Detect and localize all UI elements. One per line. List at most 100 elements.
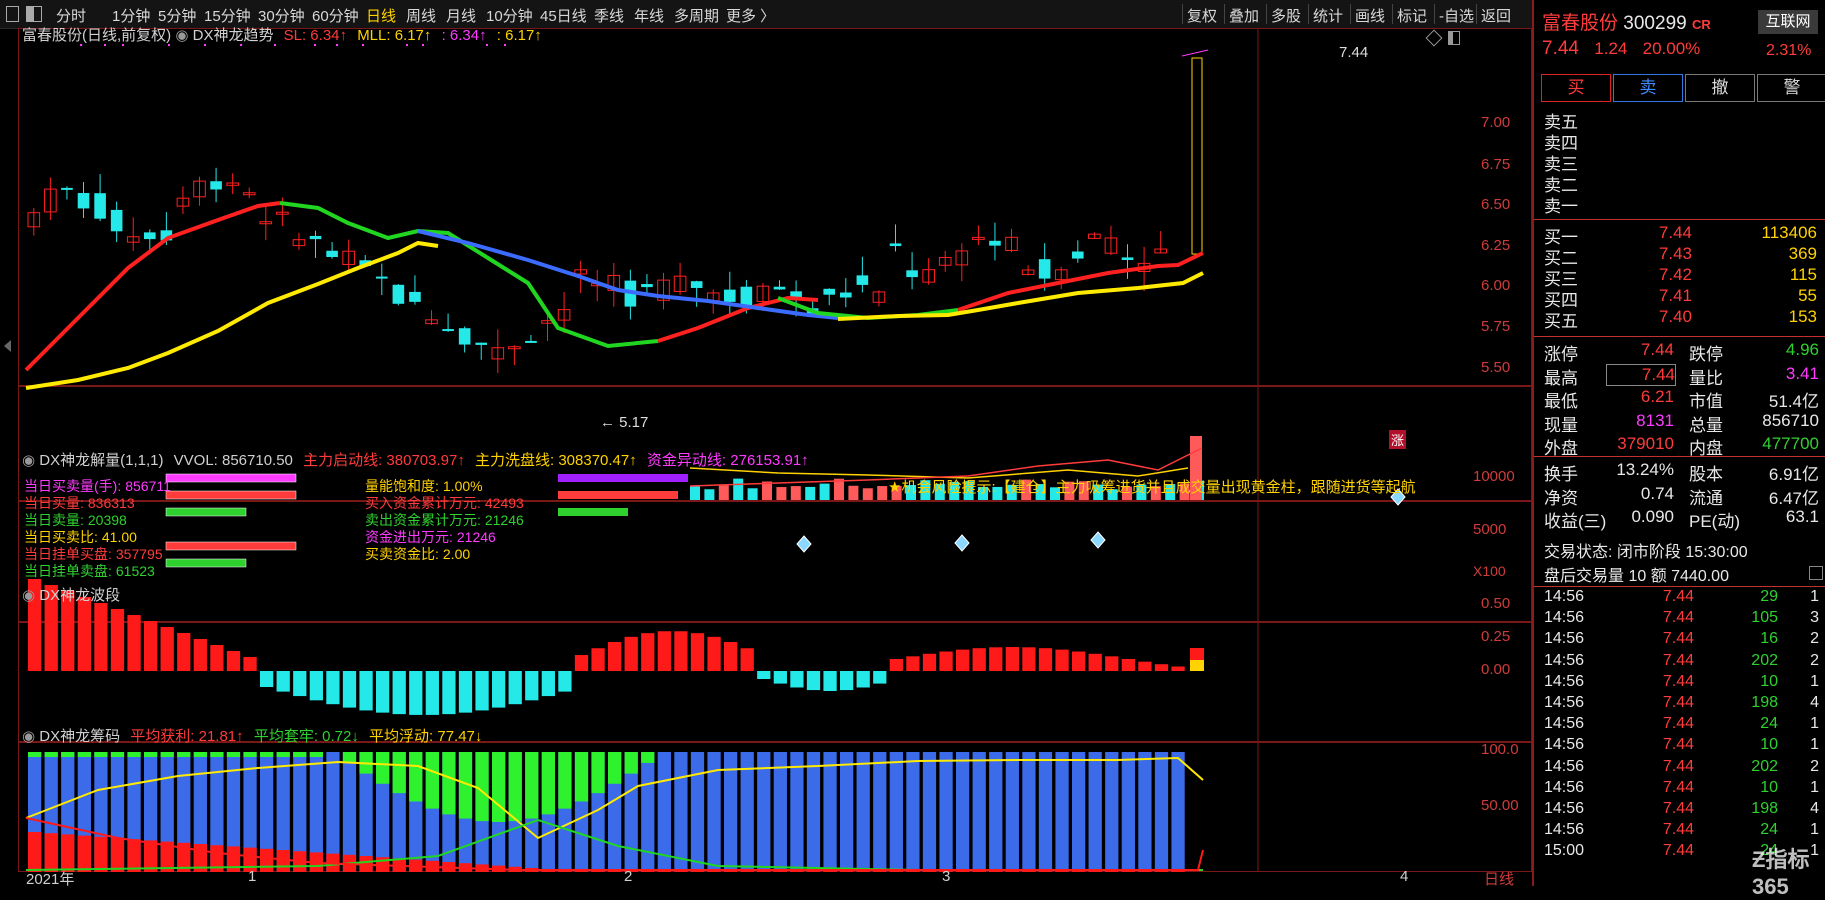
period-tab[interactable]: 5分钟 [158,8,197,25]
volume-bar [1150,486,1161,500]
bid-level-row: 买三 7.42 115 [1534,265,1825,289]
alert-button[interactable]: 警 [1757,74,1825,102]
candle-body-down [1038,259,1051,279]
period-tab[interactable]: 30分钟 [258,8,305,25]
tick-time: 14:56 [1544,821,1585,839]
indicator-dropdown-icon[interactable]: ◉ [22,452,40,469]
toolbar-button[interactable]: 统计 [1313,8,1344,25]
period-tab[interactable]: 多周期 [674,8,720,25]
bid-volume: 55 [1798,286,1817,305]
period-tab[interactable]: 15分钟 [204,8,251,25]
fundamental-value: 63.1 [1785,507,1819,526]
tick-price: 7.44 [1662,715,1694,733]
period-tab[interactable]: 日线 [366,8,397,25]
sell-button[interactable]: 卖 [1613,74,1683,102]
fund-stat-value: 42493 [484,495,524,511]
quote-stat-label: 量比 [1689,368,1723,388]
candle-body-up [259,221,273,225]
tick-volume: 16 [1760,630,1778,648]
quote-stat-value: 51.4亿 [1768,392,1819,411]
stat-bar [558,474,688,482]
period-tab[interactable]: 更多 〉 [726,8,776,25]
toolbar-button[interactable]: 叠加 [1229,8,1260,25]
quote-stat-label: 最高 [1544,368,1578,388]
tick-count: 2 [1810,651,1819,669]
candle-body-up [126,236,140,243]
candle-body-up [673,275,687,292]
quote-panel: 富春股份 300299 CR 互联网 2.31% 7.44 1.24 20.00… [1532,0,1825,899]
layout-icon[interactable] [26,6,42,22]
indicator-name[interactable]: DX神龙趋势 [192,27,274,44]
volume-indicator-name[interactable]: DX神龙解量(1,1,1) [39,452,164,469]
sector-button[interactable]: 互联网 [1758,10,1818,34]
candle-body-up [872,291,886,303]
chips-bar [342,752,357,872]
left-collapse-icon[interactable] [4,340,11,352]
volume-unit-label: X100 [1473,563,1506,579]
toolbar-button[interactable]: -自选 [1439,8,1474,25]
wave-bar [110,609,125,671]
chart-area[interactable]: 富春股份(日线,前复权) ◉ DX神龙趋势 SL: 6.34↑ MLL: 6.1… [18,27,1532,888]
cancel-order-button[interactable]: 撤 [1685,74,1755,102]
pane-settings-icon[interactable] [1448,31,1460,45]
period-tab[interactable]: 10分钟 [486,8,533,25]
period-tab[interactable]: 周线 [406,8,437,25]
indicator-dropdown-icon[interactable]: ◉ [22,587,40,604]
wave-indicator-name[interactable]: DX神龙波段 [39,587,121,604]
fund-stat-label: 卖出资金累计万元: [365,512,481,528]
chips-bar-trap [558,752,572,809]
indicator-dropdown-icon[interactable]: ◉ [175,27,193,44]
candle-body-up [27,212,41,228]
sector-percent: 2.31% [1766,42,1812,59]
high-marker [1181,49,1209,57]
expand-ticks-icon[interactable] [1809,566,1823,580]
period-tab[interactable]: 年线 [634,8,665,25]
chips-bar-trap [608,752,622,784]
chart-canvas[interactable] [18,28,1532,886]
toolbar-button[interactable]: 多股 [1271,8,1302,25]
tick-row: 14:56 7.44 198 4 [1534,800,1825,821]
chips-bar-trap [144,752,158,757]
tick-volume: 24 [1760,821,1778,839]
candle-body-up [342,250,355,265]
toolbar-button[interactable]: 复权 [1187,8,1218,25]
chips-bar [823,752,837,872]
buy-button[interactable]: 买 [1541,74,1611,102]
candle-body-down [77,192,90,209]
tick-price: 7.44 [1662,757,1694,775]
tick-price: 7.44 [1662,694,1694,711]
volume-stat-value: 357795 [115,546,163,562]
period-tab[interactable]: 分时 [56,8,87,25]
chips-bar-trap [61,752,75,757]
quote-stat-row: 外盘 379010 内盘 477700 [1534,434,1825,458]
menu-icon[interactable] [6,6,19,22]
toolbar-button[interactable]: 画线 [1355,8,1386,25]
toolbar-button[interactable]: 标记 [1397,8,1428,25]
fundamental-label: 收益(三) [1544,512,1607,531]
period-tab[interactable]: 月线 [446,8,477,25]
toolbar-button[interactable]: 返回 [1481,8,1512,25]
period-tab[interactable]: 季线 [594,8,625,25]
volume-bar [747,488,758,500]
period-tab[interactable]: 45日线 [540,8,587,25]
wave-bar [260,671,274,687]
volume-bar [790,486,801,500]
tick-time: 15:00 [1544,842,1585,860]
main-pane-title: 富春股份(日线,前复权) ◉ DX神龙趋势 SL: 6.34↑ MLL: 6.1… [22,24,542,45]
fund-stat-value: 1.00% [442,478,483,494]
chips-bar [1022,752,1036,872]
fund-stat-label: 买卖资金比: [365,546,439,562]
stat-bar [558,491,678,499]
volume-stat-label: 当日卖量: [24,512,84,528]
chips-bar-trap [177,752,191,757]
tick-row: 14:56 7.44 105 3 [1534,609,1825,630]
tick-count: 2 [1810,757,1819,775]
period-tab[interactable]: 1分钟 [112,8,151,25]
stat-bar [165,490,297,500]
price-line: 7.44 1.24 20.00% [1542,38,1700,60]
indicator-dropdown-icon[interactable]: ◉ [22,728,40,745]
period-tab[interactable]: 60分钟 [312,8,359,25]
volume-bar [891,486,902,500]
bid-volume: 369 [1788,244,1817,263]
chips-indicator-name[interactable]: DX神龙筹码 [39,728,121,745]
